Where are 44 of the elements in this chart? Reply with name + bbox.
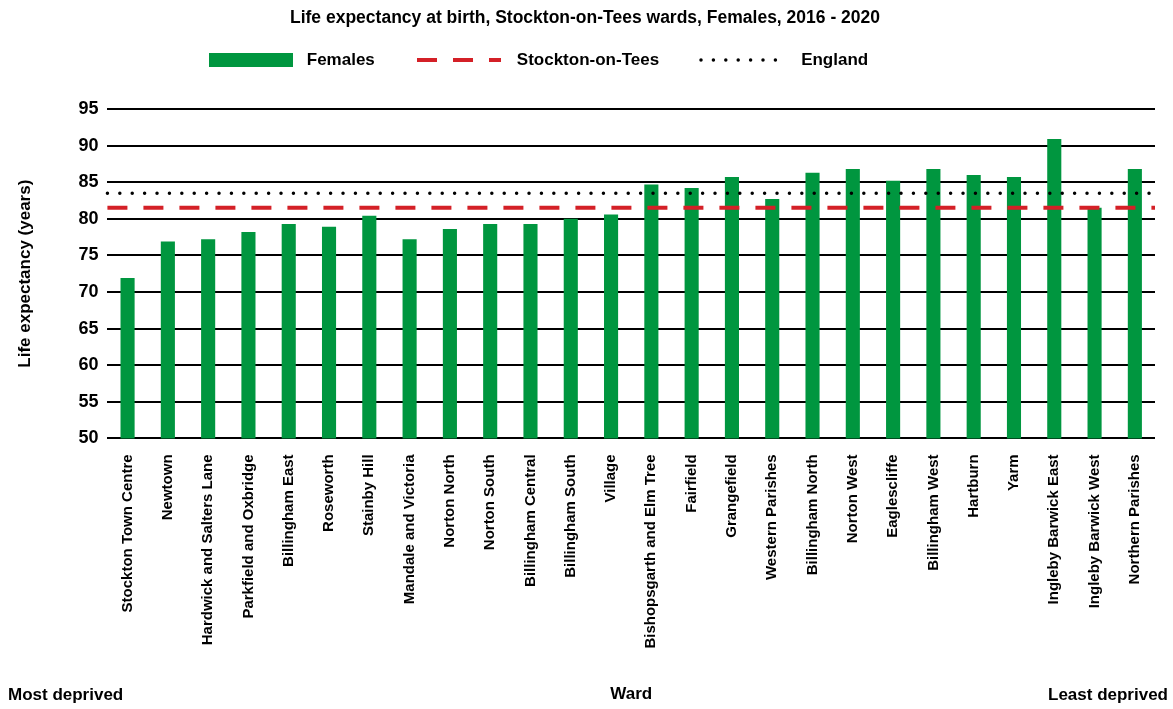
y-tick-label: 55: [78, 390, 99, 411]
x-tick-label: Parkfield and Oxbridge: [238, 454, 256, 619]
x-tick-label: Roseworth: [319, 454, 337, 532]
chart-title: Life expectancy at birth, Stockton-on-Tees wards, Females, 2016 - 2020: [289, 7, 881, 28]
x-tick-label: Western Parishes: [762, 454, 780, 581]
x-tick-label: Billingham East: [278, 454, 296, 567]
y-tick-label: 90: [78, 134, 99, 155]
x-tick-label: Billingham Central: [520, 454, 538, 587]
x-tick-label: Fairfield: [681, 454, 699, 513]
x-tick-label: Norton West: [842, 454, 860, 544]
y-tick-label: 95: [78, 97, 99, 118]
y-axis-title: Life expectancy (years): [14, 179, 34, 368]
x-tick-label: Ingleby Barwick East: [1044, 454, 1062, 605]
y-tick-label: 70: [78, 280, 99, 301]
x-tick-label: Yarm: [1004, 454, 1022, 492]
x-tick-label: Billingham North: [802, 454, 820, 576]
x-tick-label: Newtown: [158, 454, 175, 521]
x-axis-title: Ward: [610, 684, 653, 704]
legend-label: Females: [306, 50, 375, 70]
y-tick-label: 75: [78, 244, 99, 265]
y-tick-label: 85: [78, 171, 99, 192]
x-tick-label: Bishopsgarth and Elm Tree: [641, 454, 659, 649]
x-tick-label: Stainby Hill: [359, 454, 377, 537]
legend-label: Stockton-on-Tees: [516, 50, 660, 70]
x-tick-label: Hardwick and Salters Lane: [198, 454, 216, 646]
x-tick-label: Billingham South: [560, 454, 578, 578]
x-tick-label: Norton North: [440, 454, 458, 548]
y-tick-label: 80: [78, 207, 99, 228]
x-tick-label: Grangefield: [722, 454, 740, 538]
x-tick-label: Northern Parishes: [1124, 454, 1142, 585]
x-tick-label: Ingleby Barwick West: [1084, 454, 1102, 609]
text: Most deprived: [8, 684, 124, 704]
x-tick-label: Stockton Town Centre: [117, 454, 135, 613]
y-tick-label: 50: [78, 427, 99, 448]
x-tick-label: Hartburn: [963, 454, 981, 518]
x-tick-label: Eaglescliffe: [883, 454, 901, 538]
text: Least deprived: [1048, 684, 1168, 704]
legend-label: England: [801, 50, 869, 70]
y-tick-label: 65: [78, 317, 99, 338]
x-tick-label: Billingham West: [923, 454, 941, 571]
y-tick-label: 60: [78, 354, 99, 375]
x-tick-label: Mandale and Victoria: [399, 453, 417, 605]
x-tick-label: Norton South: [480, 454, 498, 551]
x-tick-label: Village: [601, 454, 619, 503]
